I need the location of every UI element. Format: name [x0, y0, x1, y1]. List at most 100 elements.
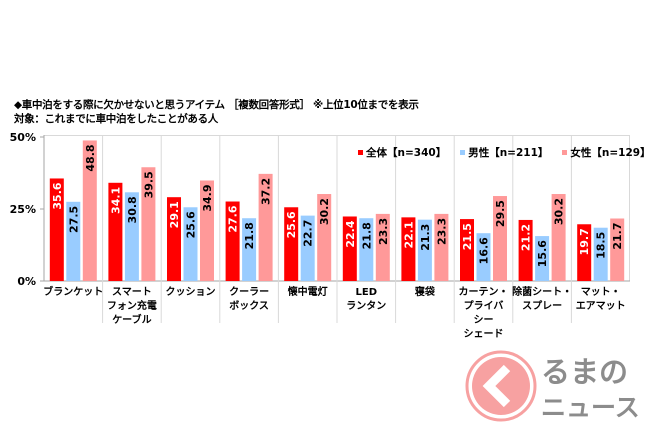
data-label-male: 30.8 [126, 196, 139, 223]
bar-all [167, 197, 181, 281]
data-label-all: 22.1 [402, 221, 415, 248]
x-tick-label: 懐中電灯 [288, 285, 328, 298]
bar-all [577, 224, 592, 281]
bar-all [401, 217, 416, 281]
x-tick-label: スプレー [522, 299, 562, 312]
bar-all [342, 216, 357, 281]
bar-male [124, 192, 139, 281]
chart-title: ◆車中泊をする際に欠かせないと思うアイテム ［複数回答形式］ ※上位10位までを… [14, 99, 419, 111]
data-label-all: 25.6 [285, 211, 298, 238]
kuruma-news-logo: るまの ニュース [465, 350, 640, 422]
x-tick-label: シー [474, 314, 494, 326]
x-tick-label: シェード [464, 328, 504, 340]
bar-male [535, 236, 550, 281]
data-label-female: 39.5 [142, 171, 155, 198]
x-tick-label: エアマット [576, 300, 626, 312]
bar-male [242, 218, 257, 281]
data-label-male: 22.7 [302, 220, 315, 247]
x-tick-label: ブランケット [43, 285, 103, 298]
data-label-all: 29.1 [168, 201, 181, 228]
bar-female [258, 173, 273, 281]
y-tick-label: 50% [10, 131, 36, 144]
logo-text-line1: るまの [541, 355, 628, 389]
data-label-all: 35.6 [51, 182, 64, 209]
y-tick-label: 0% [17, 275, 36, 288]
bar-male [359, 218, 374, 281]
legend-item-all: 全体【n=340】 [358, 145, 446, 160]
data-label-male: 16.6 [478, 237, 491, 264]
legend-swatch-all [358, 150, 363, 155]
x-tick-label: クーラー [229, 286, 269, 298]
legend-swatch-female [562, 150, 568, 155]
x-tick-label: マット・ [581, 286, 621, 298]
bar-male [183, 207, 198, 281]
logo-circle [472, 357, 530, 415]
x-tick-label: ランタン [346, 300, 386, 312]
data-label-male: 21.3 [419, 224, 432, 251]
legend-label-female: 女性【n=129】 [570, 147, 650, 159]
bar-female [493, 196, 507, 281]
data-label-female: 34.9 [201, 184, 214, 211]
data-label-male: 27.5 [67, 206, 80, 233]
data-label-male: 21.8 [360, 222, 373, 249]
bar-all [49, 178, 64, 281]
x-tick-label: ケーブル [112, 313, 151, 326]
data-label-all: 27.6 [227, 205, 240, 232]
data-label-all: 34.1 [109, 187, 122, 214]
bar-female [200, 180, 214, 281]
bar-all [284, 207, 299, 281]
legend-swatch-male [460, 150, 466, 155]
legend-label-male: 男性【n=211】 [468, 147, 549, 159]
legend: 全体【n=340】 男性【n=211】 女性【n=129】 [358, 145, 650, 160]
data-label-female: 30.2 [553, 198, 566, 225]
bar-all [460, 219, 474, 281]
bar-female [141, 167, 156, 281]
data-label-male: 15.6 [536, 240, 549, 267]
x-tick-label: プライバ [464, 299, 504, 312]
legend-label-all: 全体【n=340】 [366, 147, 447, 159]
chart-subtitle: 対象：これまでに車中泊をしたことがある人 [14, 113, 218, 125]
data-label-female: 21.7 [611, 223, 624, 250]
data-label-male: 21.8 [243, 222, 256, 249]
logo-text-line2: ニュース [541, 393, 640, 422]
bar-female [82, 140, 97, 281]
data-label-all: 21.5 [461, 223, 474, 250]
bar-male [66, 201, 81, 281]
bar-male [476, 233, 491, 281]
data-label-all: 21.2 [520, 224, 533, 251]
data-label-male: 18.5 [595, 232, 608, 259]
bar-female [434, 213, 449, 281]
bar-all [108, 182, 123, 281]
bar-all [225, 201, 240, 281]
bar-female [610, 218, 625, 281]
data-label-female: 23.3 [435, 218, 448, 245]
data-label-female: 48.8 [84, 144, 97, 171]
data-label-female: 30.2 [318, 198, 331, 225]
data-label-all: 22.4 [344, 220, 357, 247]
data-label-female: 29.5 [494, 200, 507, 227]
bar-all [518, 219, 533, 281]
x-tick-label: ボックス [229, 299, 269, 312]
y-tick-label: 25% [10, 203, 36, 216]
logo-ring [465, 350, 537, 422]
x-tick-label: フォン充電 [107, 299, 157, 312]
x-tick-label: カーテン・ [459, 286, 509, 298]
x-tick-label: スマート [112, 286, 152, 298]
x-tick-label: 寝袋 [415, 285, 436, 298]
legend-item-female: 女性【n=129】 [562, 145, 650, 160]
data-label-all: 19.7 [578, 228, 591, 255]
data-label-female: 37.2 [260, 178, 273, 205]
x-tick-label: LED [356, 287, 378, 298]
bar-female [375, 213, 390, 281]
bar-male [593, 227, 608, 281]
legend-item-male: 男性【n=211】 [460, 145, 548, 160]
bar-male [300, 215, 315, 281]
chevron-left-icon [482, 364, 511, 408]
bar-female [551, 194, 566, 281]
data-label-female: 23.3 [377, 218, 390, 245]
x-tick-label: クッション [166, 286, 216, 298]
data-label-male: 25.6 [185, 211, 198, 238]
bar-female [317, 194, 332, 281]
bar-male [417, 219, 432, 281]
